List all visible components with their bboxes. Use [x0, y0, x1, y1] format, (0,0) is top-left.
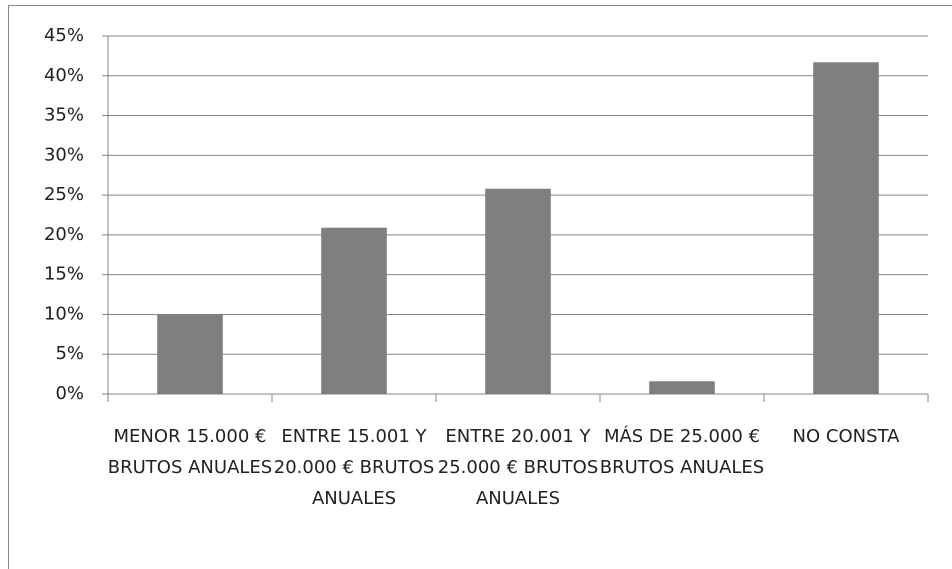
y-tick-label: 25% [44, 184, 84, 205]
bar [813, 62, 879, 395]
y-tick-label: 20% [44, 224, 84, 245]
y-tick-label: 45% [44, 25, 84, 46]
x-tick-label: ENTRE 15.001 Y 20.000 € BRUTOS ANUALES [273, 426, 435, 509]
y-tick-label: 5% [55, 343, 84, 364]
bar [649, 381, 715, 394]
y-tick-label: 40% [44, 65, 84, 86]
y-tick-label: 15% [44, 264, 84, 285]
bar [321, 227, 387, 394]
bar [157, 314, 223, 394]
bar [485, 188, 551, 394]
x-tick-label: MÁS DE 25.000 € BRUTOS ANUALES [599, 426, 765, 478]
chart-frame [8, 5, 952, 569]
x-tick-label: ENTRE 20.001 Y 25.000 € BRUTOS ANUALES [437, 426, 599, 509]
y-tick-label: 30% [44, 144, 84, 165]
y-tick-label: 0% [55, 383, 84, 404]
x-tick-label: MENOR 15.000 € BRUTOS ANUALES [107, 426, 273, 478]
y-tick-label: 35% [44, 105, 84, 126]
x-tick-label: NO CONSTA [792, 426, 900, 447]
y-tick-label: 10% [44, 303, 84, 324]
